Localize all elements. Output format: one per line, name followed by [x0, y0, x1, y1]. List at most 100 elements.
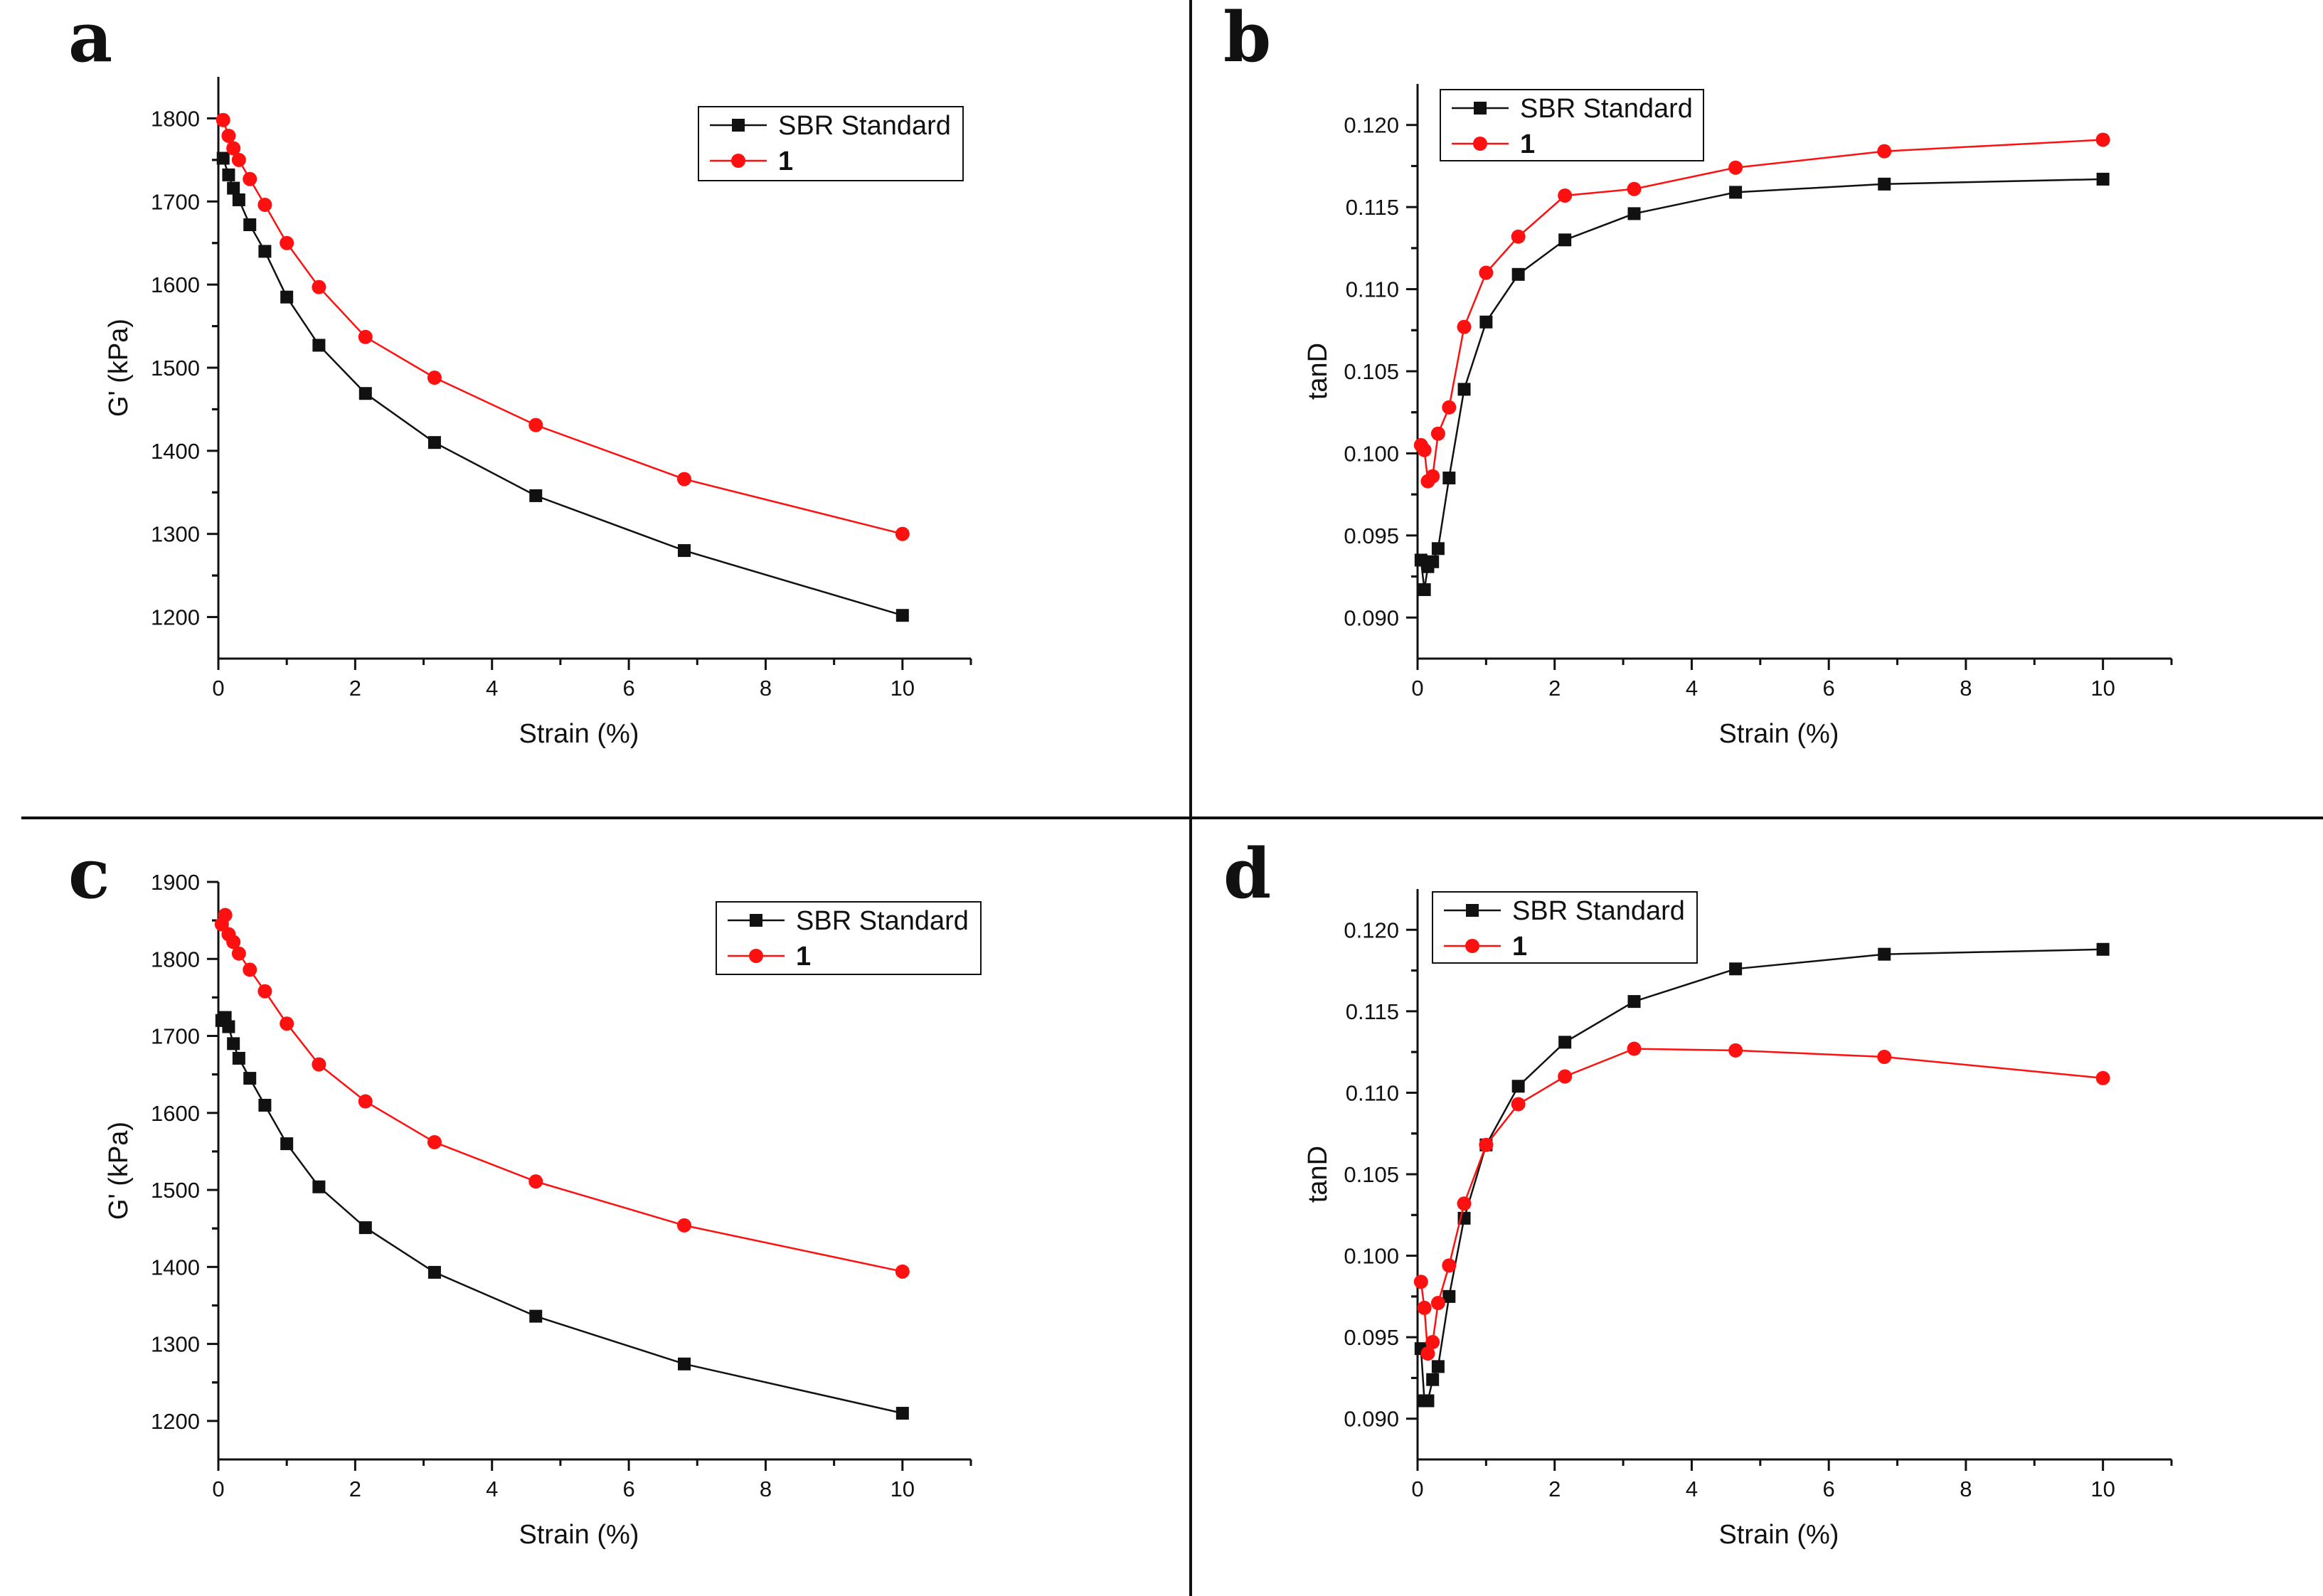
data-point-sample-1 [1627, 1041, 1642, 1056]
x-tick-label: 6 [622, 676, 634, 701]
x-tick-label: 10 [891, 1477, 915, 1501]
y-tick-label: 1200 [151, 605, 200, 630]
data-point-sbr-standard [358, 387, 372, 400]
x-tick-label: 0 [1411, 676, 1423, 701]
data-point-sbr-standard [1431, 542, 1445, 555]
data-point-sample-1 [358, 329, 373, 344]
data-point-sample-1 [216, 112, 230, 127]
data-point-sample-1 [2095, 132, 2110, 147]
x-axis-title: Strain (%) [519, 719, 639, 749]
data-point-sample-1 [895, 1264, 910, 1279]
data-point-sbr-standard [1558, 233, 1572, 247]
y-tick-label: 0.120 [1344, 113, 1399, 138]
data-point-sample-1 [218, 908, 233, 922]
y-axis-title: tanD [1303, 343, 1333, 400]
legend-label: 1 [1520, 129, 1535, 159]
data-point-sbr-standard [216, 151, 230, 165]
x-tick-label: 4 [486, 1477, 498, 1501]
data-point-sbr-standard [677, 544, 691, 558]
data-point-sample-1 [1728, 160, 1743, 175]
data-point-sample-1 [1877, 1050, 1892, 1065]
legend-label: SBR Standard [1512, 896, 1685, 926]
legend-marker-square [1466, 904, 1479, 917]
data-point-sbr-standard [1418, 583, 1431, 597]
data-point-sample-1 [1417, 442, 1432, 457]
data-point-sbr-standard [1729, 962, 1743, 976]
y-tick-label: 0.100 [1344, 1244, 1399, 1269]
data-point-sample-1 [1558, 188, 1573, 203]
data-point-sbr-standard [1511, 1080, 1525, 1093]
data-point-sample-1 [358, 1094, 373, 1109]
data-point-sample-1 [2095, 1070, 2110, 1085]
legend-label: SBR Standard [1520, 94, 1693, 124]
data-point-sample-1 [1479, 265, 1494, 280]
data-point-sample-1 [1627, 181, 1642, 196]
x-tick-label: 4 [486, 676, 498, 701]
data-point-sbr-standard [222, 1020, 235, 1033]
data-point-sample-1 [1511, 229, 1526, 244]
data-point-sample-1 [257, 197, 272, 212]
data-point-sample-1 [1420, 1346, 1435, 1361]
y-tick-label: 1500 [151, 1178, 200, 1203]
data-point-sample-1 [312, 1057, 326, 1072]
data-point-sbr-standard [280, 290, 294, 304]
data-point-sample-1 [257, 984, 272, 999]
data-point-sample-1 [1442, 1258, 1457, 1273]
y-tick-label: 1300 [151, 522, 200, 547]
y-tick-label: 0.090 [1344, 605, 1399, 630]
data-point-sbr-standard [529, 1309, 543, 1323]
data-point-sbr-standard [2096, 172, 2110, 186]
data-point-sample-1 [1511, 1097, 1526, 1112]
x-tick-label: 2 [349, 1477, 361, 1501]
data-point-sbr-standard [227, 1037, 240, 1050]
x-tick-label: 4 [1686, 1477, 1698, 1501]
data-point-sbr-standard [312, 1180, 326, 1193]
data-point-sample-1 [427, 1134, 442, 1149]
data-point-sbr-standard [677, 1357, 691, 1371]
panel-a: a 0 2 4 6 8 10 1200 1300 1400 1500 1600 1700 1800 Stra… [68, 0, 972, 749]
panel-d: d 0 2 4 6 8 10 0.090 0.095 0.100 0.105 0.110 0.115 0.… [1223, 834, 2173, 1550]
data-point-sample-1 [1442, 400, 1457, 415]
y-axis-title: G' (kPa) [104, 1122, 134, 1220]
y-tick-label: 0.115 [1346, 195, 1399, 220]
x-tick-label: 10 [2090, 1477, 2115, 1501]
data-point-sbr-standard [1878, 177, 1891, 191]
y-tick-label: 1500 [151, 356, 200, 381]
data-point-sbr-standard [258, 245, 272, 258]
x-tick-label: 6 [1823, 676, 1835, 701]
data-point-sbr-standard [427, 436, 441, 449]
data-point-sample-1 [676, 472, 691, 486]
data-point-sample-1 [1457, 1196, 1472, 1211]
data-point-sample-1 [280, 1016, 294, 1031]
series-line-sample-1 [1420, 1048, 2103, 1354]
panel-letter: a [68, 0, 112, 78]
y-tick-label: 1800 [151, 947, 200, 972]
panel-c: c 0 2 4 6 8 10 1200 1300 1400 1500 1600 1700 1800 1900… [68, 834, 982, 1550]
y-tick-label: 0.120 [1344, 917, 1399, 942]
y-tick-label: 1300 [151, 1332, 200, 1357]
data-point-sample-1 [1457, 319, 1472, 334]
y-axis-title: tanD [1303, 1146, 1333, 1203]
x-tick-label: 6 [622, 1477, 634, 1501]
legend-marker-square [750, 914, 762, 927]
data-point-sample-1 [528, 1174, 543, 1189]
x-tick-label: 8 [760, 1477, 772, 1501]
data-point-sbr-standard [1511, 267, 1525, 281]
data-point-sample-1 [895, 526, 910, 541]
data-point-sample-1 [1413, 1275, 1428, 1289]
data-point-sbr-standard [222, 168, 235, 181]
x-tick-label: 2 [1548, 1477, 1561, 1501]
data-point-sbr-standard [227, 181, 240, 195]
panel-letter: d [1223, 834, 1271, 914]
data-point-sbr-standard [280, 1137, 294, 1151]
data-point-sbr-standard [1479, 315, 1493, 329]
y-tick-label: 0.105 [1344, 359, 1399, 384]
data-point-sample-1 [427, 371, 442, 385]
series-line-sbr-standard [222, 158, 903, 617]
legend-marker-square [1474, 102, 1487, 115]
legend-label: 1 [796, 942, 811, 972]
y-tick-label: 1700 [151, 1024, 200, 1049]
data-point-sbr-standard [232, 1051, 245, 1065]
x-tick-label: 8 [760, 676, 772, 701]
